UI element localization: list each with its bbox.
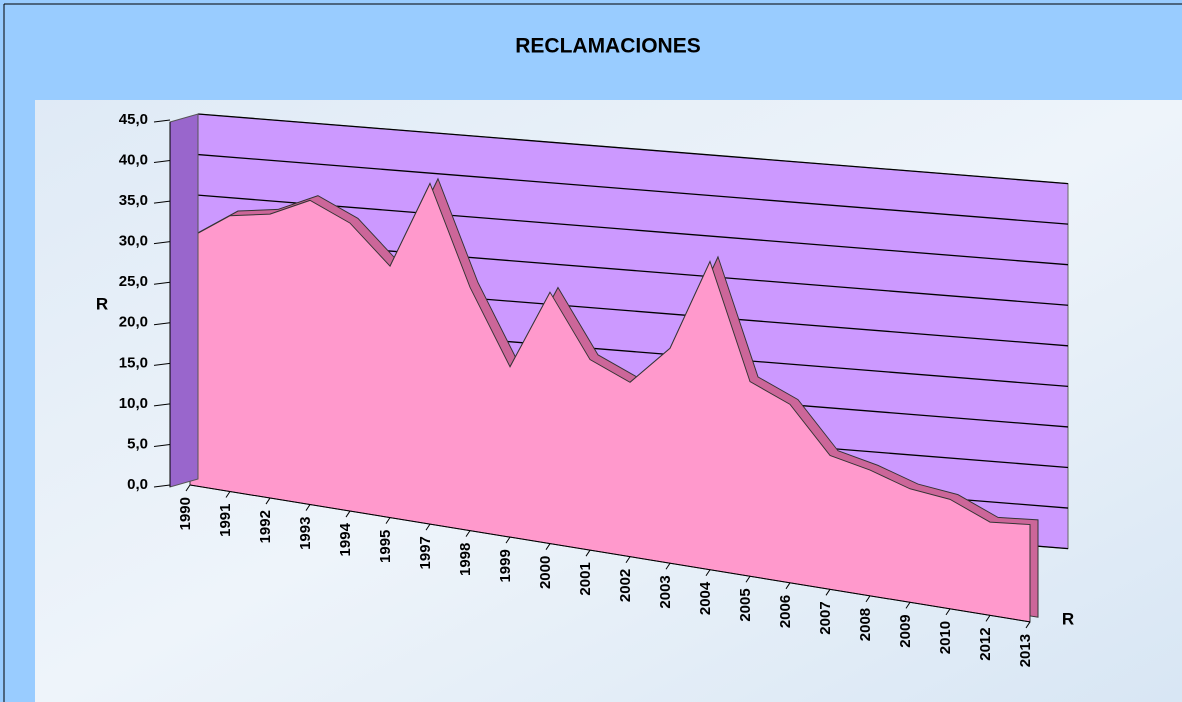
x-tick-label: 1994: [337, 522, 354, 556]
y-tick: [153, 281, 171, 285]
y-tick: [153, 200, 171, 204]
x-tick: [185, 484, 191, 492]
x-tick: [345, 510, 351, 518]
x-tick: [665, 562, 671, 570]
x-tick-label: 2005: [737, 588, 754, 621]
x-tick-label: 1991: [217, 504, 234, 537]
side-wall: [169, 113, 199, 488]
y-tick: [153, 443, 171, 447]
x-tick-label: 1995: [377, 530, 394, 563]
y-tick: [153, 484, 171, 488]
x-tick-label: 2012: [977, 627, 994, 660]
grid-line: [198, 113, 1068, 185]
x-tick-label: 2008: [857, 608, 874, 641]
x-tick: [545, 543, 551, 550]
grid-line: [198, 194, 1068, 266]
x-tick: [505, 536, 511, 544]
y-tick-label: 35,0: [119, 192, 148, 209]
x-tick: [825, 589, 831, 596]
x-tick: [305, 504, 311, 511]
x-tick-label: 2007: [817, 601, 834, 634]
x-tick-label: 2004: [697, 581, 714, 615]
x-tick-label: 2001: [577, 562, 594, 595]
x-tick: [785, 582, 791, 590]
x-tick-label: 2006: [777, 595, 794, 628]
x-tick: [905, 602, 911, 609]
y-tick: [153, 160, 171, 164]
x-tick-label: 2002: [617, 569, 634, 602]
y-tick-label: 15,0: [119, 354, 148, 371]
y-tick: [153, 403, 171, 407]
x-tick-label: 2013: [1017, 634, 1034, 667]
y-tick: [153, 362, 171, 366]
x-tick: [1025, 621, 1031, 629]
x-tick: [465, 530, 471, 537]
x-tick-label: 1990: [177, 497, 194, 530]
x-tick: [985, 615, 991, 622]
chart-title: RECLAMACIONES: [515, 35, 701, 58]
x-tick-label: 2009: [897, 614, 914, 647]
x-tick: [745, 576, 751, 583]
y-axis-label: R: [96, 294, 108, 313]
x-tick: [945, 608, 951, 616]
x-tick-label: 1993: [297, 517, 314, 550]
y-tick: [153, 119, 171, 123]
x-tick-label: 1999: [497, 549, 514, 582]
series-axis-label: R: [1062, 609, 1074, 628]
area: [189, 182, 1031, 623]
x-tick: [585, 549, 591, 557]
x-tick: [625, 556, 631, 563]
x-tick: [705, 569, 711, 577]
x-tick: [865, 595, 871, 603]
x-tick: [425, 523, 431, 531]
x-tick: [225, 491, 231, 498]
x-tick-label: 2000: [537, 556, 554, 589]
x-tick-label: 2003: [657, 575, 674, 608]
x-tick: [265, 497, 271, 505]
y-tick: [153, 241, 171, 245]
y-tick-label: 0,0: [127, 476, 148, 493]
grid-line: [198, 153, 1068, 225]
y-tick-label: 40,0: [119, 152, 148, 169]
x-tick-label: 1992: [257, 510, 274, 543]
y-tick-label: 10,0: [119, 395, 148, 412]
y-tick: [153, 322, 171, 326]
y-tick-label: 20,0: [119, 314, 148, 331]
y-tick-label: 5,0: [127, 435, 148, 452]
y-tick-label: 45,0: [119, 111, 148, 128]
x-tick: [385, 517, 391, 524]
x-axis: [190, 484, 1030, 623]
y-tick-label: 30,0: [119, 233, 148, 250]
x-tick-label: 1998: [457, 543, 474, 576]
x-tick-label: 2010: [937, 621, 954, 654]
x-tick-label: 1997: [417, 536, 434, 569]
y-tick-label: 25,0: [119, 273, 148, 290]
